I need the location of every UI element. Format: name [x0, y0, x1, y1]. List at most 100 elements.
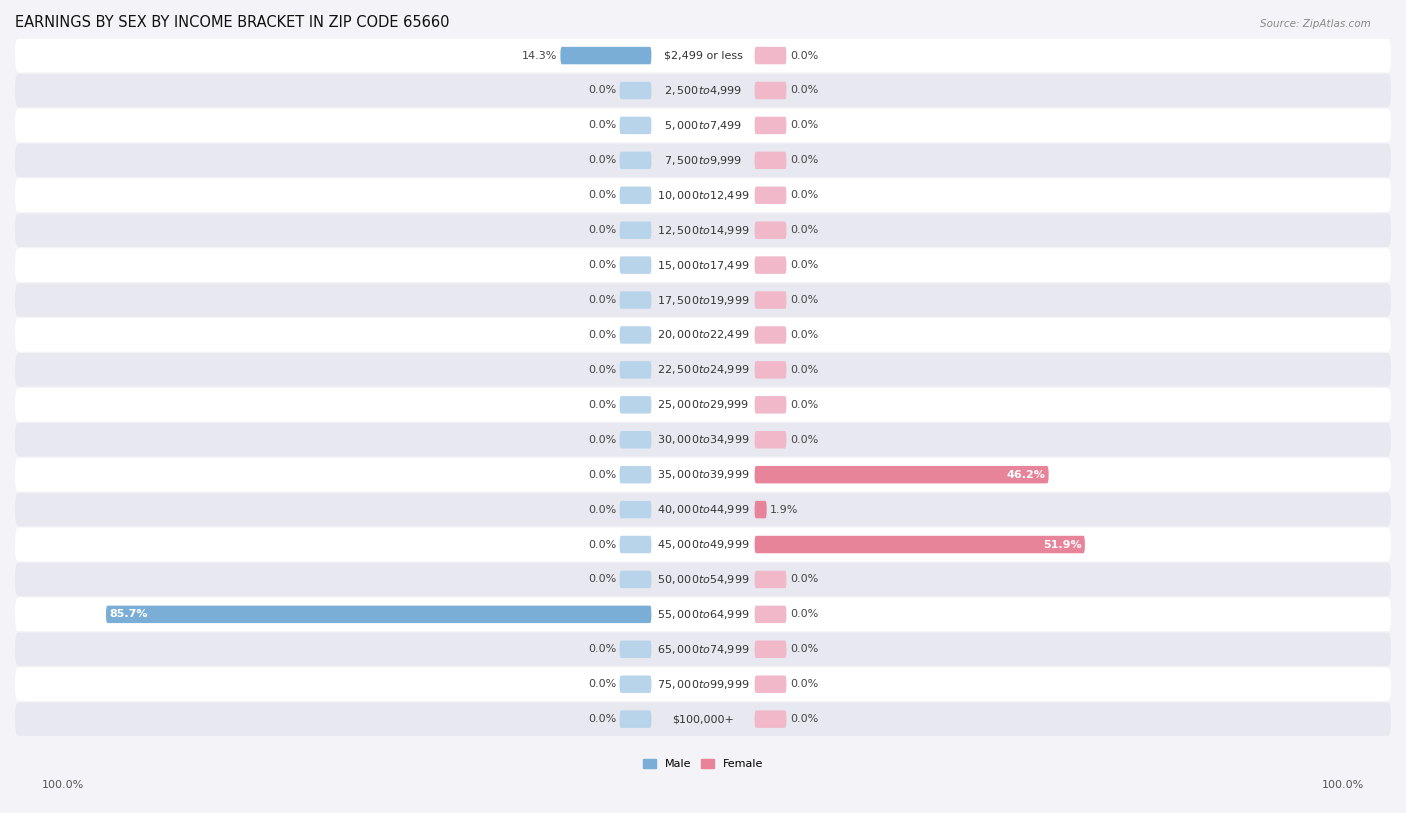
Text: 0.0%: 0.0% — [588, 190, 616, 200]
FancyBboxPatch shape — [15, 283, 1391, 317]
Text: 0.0%: 0.0% — [588, 260, 616, 270]
Text: 85.7%: 85.7% — [110, 610, 148, 620]
Legend: Male, Female: Male, Female — [643, 759, 763, 769]
Text: $30,000 to $34,999: $30,000 to $34,999 — [657, 433, 749, 446]
Text: 0.0%: 0.0% — [790, 260, 818, 270]
Text: 0.0%: 0.0% — [588, 714, 616, 724]
FancyBboxPatch shape — [755, 117, 786, 134]
Text: $7,500 to $9,999: $7,500 to $9,999 — [664, 154, 742, 167]
Text: $100,000+: $100,000+ — [672, 714, 734, 724]
Text: $20,000 to $22,499: $20,000 to $22,499 — [657, 328, 749, 341]
Text: $15,000 to $17,499: $15,000 to $17,499 — [657, 259, 749, 272]
Text: 100.0%: 100.0% — [1322, 780, 1364, 790]
FancyBboxPatch shape — [15, 318, 1391, 352]
FancyBboxPatch shape — [755, 151, 786, 169]
Text: 0.0%: 0.0% — [790, 575, 818, 585]
FancyBboxPatch shape — [15, 388, 1391, 422]
Text: 0.0%: 0.0% — [790, 714, 818, 724]
FancyBboxPatch shape — [755, 501, 766, 519]
Text: 0.0%: 0.0% — [588, 540, 616, 550]
FancyBboxPatch shape — [15, 248, 1391, 282]
FancyBboxPatch shape — [755, 571, 786, 588]
Text: 0.0%: 0.0% — [588, 644, 616, 654]
Text: 100.0%: 100.0% — [42, 780, 84, 790]
FancyBboxPatch shape — [755, 711, 786, 728]
Text: $2,500 to $4,999: $2,500 to $4,999 — [664, 84, 742, 97]
FancyBboxPatch shape — [620, 256, 651, 274]
FancyBboxPatch shape — [561, 47, 651, 64]
FancyBboxPatch shape — [620, 221, 651, 239]
Text: 0.0%: 0.0% — [588, 295, 616, 305]
Text: 0.0%: 0.0% — [588, 120, 616, 130]
Text: 0.0%: 0.0% — [588, 365, 616, 375]
Text: 0.0%: 0.0% — [588, 225, 616, 235]
FancyBboxPatch shape — [15, 179, 1391, 212]
Text: $10,000 to $12,499: $10,000 to $12,499 — [657, 189, 749, 202]
FancyBboxPatch shape — [15, 353, 1391, 387]
FancyBboxPatch shape — [15, 423, 1391, 457]
Text: $17,500 to $19,999: $17,500 to $19,999 — [657, 293, 749, 307]
Text: 0.0%: 0.0% — [588, 400, 616, 410]
FancyBboxPatch shape — [620, 151, 651, 169]
FancyBboxPatch shape — [15, 458, 1391, 491]
FancyBboxPatch shape — [755, 676, 786, 693]
Text: 46.2%: 46.2% — [1007, 470, 1045, 480]
Text: 0.0%: 0.0% — [790, 190, 818, 200]
FancyBboxPatch shape — [15, 214, 1391, 247]
Text: 0.0%: 0.0% — [790, 295, 818, 305]
FancyBboxPatch shape — [15, 74, 1391, 107]
Text: 0.0%: 0.0% — [790, 120, 818, 130]
FancyBboxPatch shape — [620, 536, 651, 554]
FancyBboxPatch shape — [755, 361, 786, 379]
FancyBboxPatch shape — [620, 676, 651, 693]
Text: 0.0%: 0.0% — [790, 50, 818, 61]
Text: 51.9%: 51.9% — [1043, 540, 1081, 550]
Text: 0.0%: 0.0% — [790, 435, 818, 445]
FancyBboxPatch shape — [620, 396, 651, 414]
Text: 0.0%: 0.0% — [588, 470, 616, 480]
Text: 0.0%: 0.0% — [790, 330, 818, 340]
Text: 0.0%: 0.0% — [790, 610, 818, 620]
FancyBboxPatch shape — [15, 144, 1391, 177]
Text: $75,000 to $99,999: $75,000 to $99,999 — [657, 678, 749, 691]
Text: 0.0%: 0.0% — [588, 575, 616, 585]
FancyBboxPatch shape — [755, 47, 786, 64]
FancyBboxPatch shape — [755, 256, 786, 274]
FancyBboxPatch shape — [15, 667, 1391, 701]
FancyBboxPatch shape — [15, 633, 1391, 666]
Text: 0.0%: 0.0% — [790, 365, 818, 375]
Text: $5,000 to $7,499: $5,000 to $7,499 — [664, 119, 742, 132]
FancyBboxPatch shape — [15, 493, 1391, 526]
Text: 0.0%: 0.0% — [790, 679, 818, 689]
Text: 0.0%: 0.0% — [790, 225, 818, 235]
FancyBboxPatch shape — [755, 641, 786, 658]
Text: $45,000 to $49,999: $45,000 to $49,999 — [657, 538, 749, 551]
FancyBboxPatch shape — [105, 606, 651, 623]
Text: EARNINGS BY SEX BY INCOME BRACKET IN ZIP CODE 65660: EARNINGS BY SEX BY INCOME BRACKET IN ZIP… — [15, 15, 450, 30]
FancyBboxPatch shape — [15, 528, 1391, 561]
Text: 0.0%: 0.0% — [790, 644, 818, 654]
Text: 0.0%: 0.0% — [588, 330, 616, 340]
FancyBboxPatch shape — [15, 39, 1391, 72]
FancyBboxPatch shape — [15, 598, 1391, 631]
FancyBboxPatch shape — [15, 109, 1391, 142]
FancyBboxPatch shape — [620, 117, 651, 134]
Text: 0.0%: 0.0% — [588, 435, 616, 445]
FancyBboxPatch shape — [620, 326, 651, 344]
FancyBboxPatch shape — [620, 641, 651, 658]
Text: $50,000 to $54,999: $50,000 to $54,999 — [657, 573, 749, 586]
Text: 0.0%: 0.0% — [588, 679, 616, 689]
FancyBboxPatch shape — [620, 466, 651, 484]
Text: $35,000 to $39,999: $35,000 to $39,999 — [657, 468, 749, 481]
Text: 0.0%: 0.0% — [790, 400, 818, 410]
Text: 0.0%: 0.0% — [790, 85, 818, 95]
Text: $55,000 to $64,999: $55,000 to $64,999 — [657, 608, 749, 621]
Text: Source: ZipAtlas.com: Source: ZipAtlas.com — [1260, 19, 1371, 28]
Text: $22,500 to $24,999: $22,500 to $24,999 — [657, 363, 749, 376]
FancyBboxPatch shape — [755, 606, 786, 623]
FancyBboxPatch shape — [15, 563, 1391, 596]
FancyBboxPatch shape — [15, 702, 1391, 736]
Text: 1.9%: 1.9% — [770, 505, 799, 515]
Text: $25,000 to $29,999: $25,000 to $29,999 — [657, 398, 749, 411]
FancyBboxPatch shape — [755, 396, 786, 414]
